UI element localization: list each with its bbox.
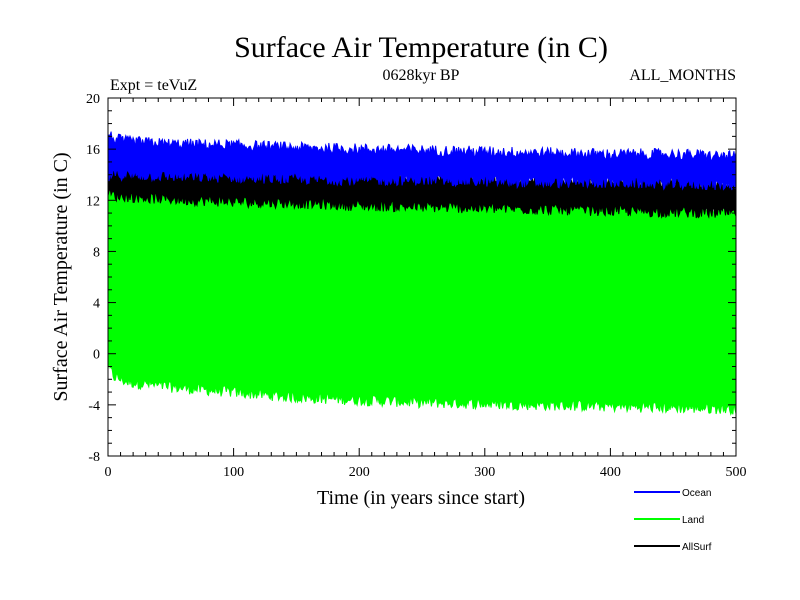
legend-label-ocean: Ocean	[682, 488, 711, 499]
y-tick-label: -8	[88, 450, 100, 465]
x-tick-label: 300	[474, 465, 495, 480]
chart-title: Surface Air Temperature (in C)	[234, 31, 608, 64]
y-tick-label: 20	[86, 92, 100, 107]
y-tick-label: 16	[86, 143, 100, 158]
months-label: ALL_MONTHS	[629, 67, 736, 84]
y-tick-label: 4	[93, 297, 100, 312]
period-label: 0628kyr BP	[383, 67, 460, 84]
y-tick-label: 0	[93, 348, 100, 363]
x-tick-label: 0	[105, 465, 112, 480]
x-axis-label: Time (in years since start)	[317, 487, 525, 509]
x-tick-label: 500	[726, 465, 747, 480]
legend-label-land: Land	[682, 515, 704, 526]
experiment-label: Expt = teVuZ	[110, 77, 197, 94]
y-tick-label: -4	[88, 399, 100, 414]
y-tick-label: 12	[86, 194, 100, 209]
y-tick-label: 8	[93, 245, 100, 260]
legend-label-allsurf: AllSurf	[682, 542, 712, 553]
x-tick-label: 400	[600, 465, 621, 480]
x-tick-label: 100	[223, 465, 244, 480]
y-axis-label: Surface Air Temperature (in C)	[50, 152, 72, 401]
plot-area	[107, 131, 737, 416]
x-tick-label: 200	[349, 465, 370, 480]
legend: Ocean Land AllSurf	[634, 488, 712, 553]
